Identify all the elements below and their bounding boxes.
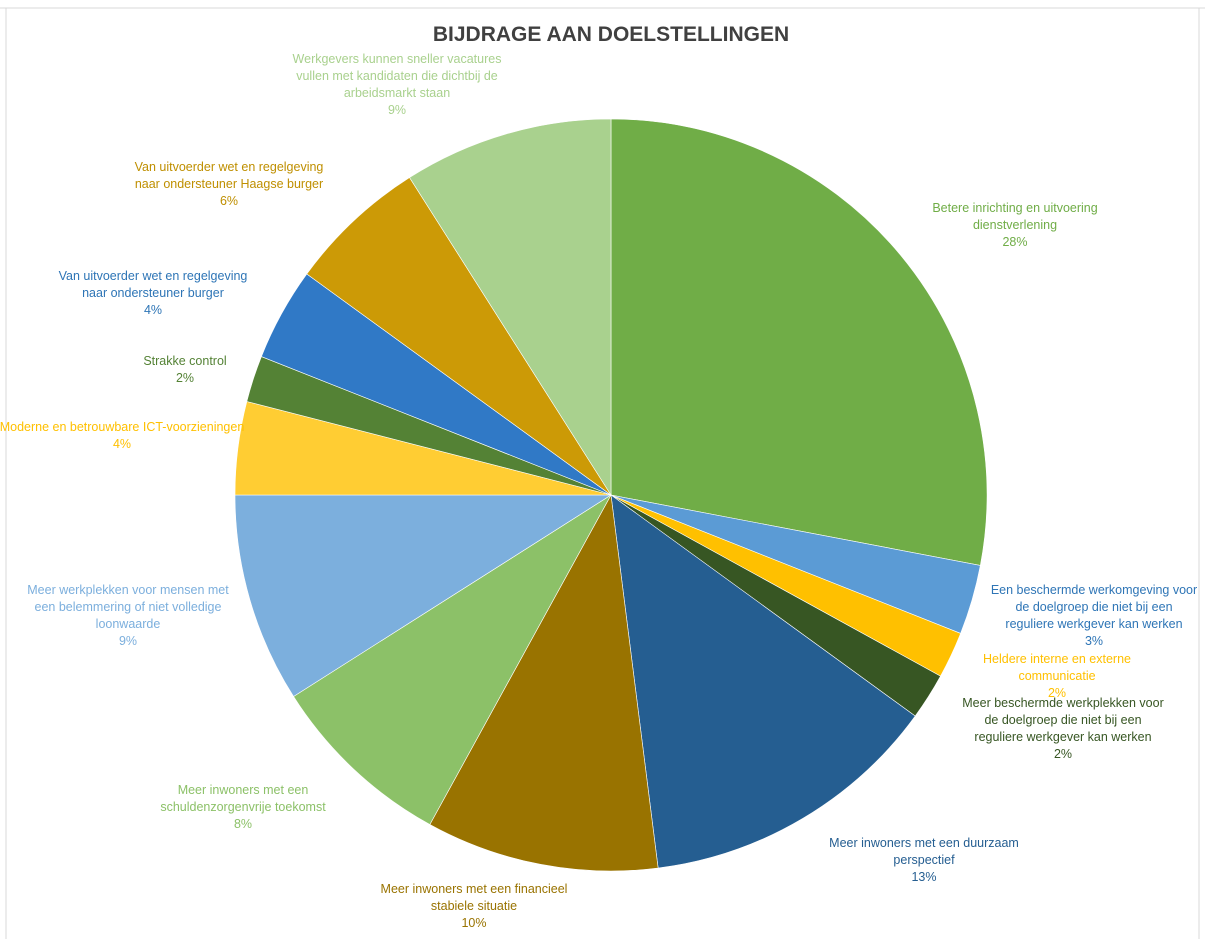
pie-slice	[293, 494, 612, 825]
slice-label-line: Heldere interne en externe	[983, 652, 1131, 666]
slice-percentage: 9%	[119, 634, 137, 648]
pie-labels: Betere inrichting en uitvoering dienstver…	[0, 52, 1197, 930]
slice-percentage: 13%	[911, 870, 936, 884]
slice-label-line: Moderne en betrouwbare ICT-voorzieningen	[0, 420, 244, 434]
pie-slice	[306, 177, 612, 496]
slice-label-line: Meer werkplekken voor mensen met	[27, 583, 229, 597]
slice-label-line: Meer inwoners met een	[178, 783, 309, 797]
slice-label-line: Betere inrichting en uitvoering	[932, 201, 1097, 215]
pie-slice	[610, 118, 988, 566]
slice-percentage: 4%	[113, 437, 131, 451]
slice-label: Meer inwoners met een duurzaam perspectie…	[829, 836, 1019, 884]
slice-percentage: 6%	[220, 194, 238, 208]
slice-label-line: communicatie	[1018, 669, 1095, 683]
slice-label: Heldere interne en externe communicatie 2%	[983, 652, 1131, 700]
slice-label-line: Meer inwoners met een financieel	[381, 882, 568, 896]
pie-slice	[409, 118, 612, 497]
slice-percentage: 4%	[144, 303, 162, 317]
slice-label-line: perspectief	[893, 853, 955, 867]
slice-percentage: 2%	[1054, 747, 1072, 761]
slice-percentage: 8%	[234, 817, 252, 831]
slice-label-line: vullen met kandidaten die dichtbij de	[296, 69, 498, 83]
pie-slice	[610, 494, 916, 869]
slice-label: Meer beschermde werkplekken voor de doelg…	[962, 696, 1163, 761]
slice-label-line: Een beschermde werkomgeving voor	[991, 583, 1197, 597]
slice-percentage: 3%	[1085, 634, 1103, 648]
slice-label-line: stabiele situatie	[431, 899, 517, 913]
slice-percentage: 28%	[1002, 235, 1027, 249]
slice-label-line: reguliere werkgever kan werken	[974, 730, 1151, 744]
slice-label: Van uitvoerder wet en regelgeving naar on…	[135, 160, 324, 208]
slice-label-line: Meer beschermde werkplekken voor	[962, 696, 1163, 710]
slice-label: Meer inwoners met een schuldenzorgenvrije…	[160, 783, 326, 831]
pie-slices	[234, 118, 988, 872]
slice-label-line: arbeidsmarkt staan	[344, 86, 450, 100]
slice-label-line: Werkgevers kunnen sneller vacatures	[293, 52, 502, 66]
slice-label-line: Strakke control	[143, 354, 226, 368]
slice-percentage: 2%	[1048, 686, 1066, 700]
slice-label: Een beschermde werkomgeving voor de doelg…	[991, 583, 1197, 648]
slice-label-line: schuldenzorgenvrije toekomst	[160, 800, 326, 814]
slice-label-line: de doelgroep die niet bij een	[984, 713, 1141, 727]
slice-label-line: Meer inwoners met een duurzaam	[829, 836, 1019, 850]
slice-label: Van uitvoerder wet en regelgeving naar on…	[59, 269, 248, 317]
slice-label-line: naar ondersteuner Haagse burger	[135, 177, 323, 191]
pie-slice	[429, 494, 659, 872]
slice-label: Werkgevers kunnen sneller vacatures vulle…	[293, 52, 502, 117]
slice-percentage: 2%	[176, 371, 194, 385]
slice-label-line: naar ondersteuner burger	[82, 286, 224, 300]
slice-label: Strakke control 2%	[143, 354, 226, 385]
slice-label-line: reguliere werkgever kan werken	[1005, 617, 1182, 631]
slice-label-line: een belemmering of niet volledige	[35, 600, 222, 614]
slice-label-line: dienstverlening	[973, 218, 1057, 232]
slice-percentage: 10%	[461, 916, 486, 930]
slice-label: Meer werkplekken voor mensen met een bele…	[27, 583, 229, 648]
slice-label-line: loonwaarde	[96, 617, 161, 631]
slice-label: Moderne en betrouwbare ICT-voorzieningen…	[0, 420, 244, 451]
slice-label: Meer inwoners met een financieel stabiele…	[381, 882, 568, 930]
slice-label-line: de doelgroep die niet bij een	[1015, 600, 1172, 614]
pie-slice	[234, 494, 613, 697]
chart-title: BIJDRAGE AAN DOELSTELLINGEN	[433, 23, 789, 46]
slice-label-line: Van uitvoerder wet en regelgeving	[59, 269, 248, 283]
slice-percentage: 9%	[388, 103, 406, 117]
slice-label-line: Van uitvoerder wet en regelgeving	[135, 160, 324, 174]
slice-label: Betere inrichting en uitvoering dienstver…	[932, 201, 1097, 249]
